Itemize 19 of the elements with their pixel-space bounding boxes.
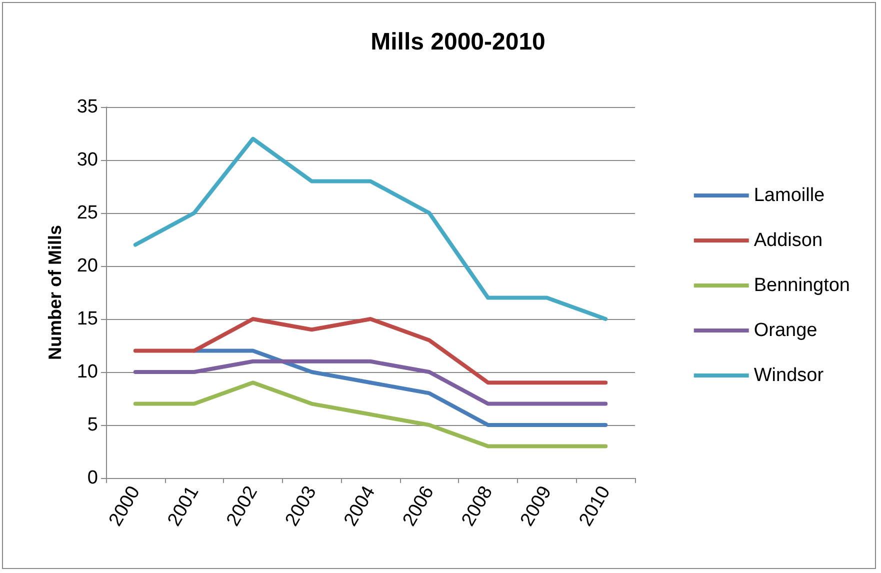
line-series	[192, 348, 608, 427]
line-series	[133, 317, 608, 385]
y-tick-label: 30	[76, 150, 98, 170]
y-tick-label: 15	[76, 308, 98, 330]
line-series	[133, 136, 608, 321]
y-tick-label: 5	[87, 414, 98, 436]
y-tick-label: 20	[76, 256, 98, 276]
legend-label: Windsor	[754, 365, 824, 386]
chart-title: Mills 2000-2010	[370, 28, 546, 56]
legend-label: Bennington	[754, 275, 850, 296]
y-tick-label: 0	[87, 468, 98, 488]
legend-label: Lamoille	[754, 185, 825, 206]
legend-label: Orange	[754, 320, 818, 341]
y-tick-label: 10	[76, 362, 98, 382]
legend-label: Addison	[754, 230, 823, 251]
y-tick-label: 25	[76, 202, 98, 224]
y-axis-title: Number of Mills	[45, 224, 65, 360]
y-tick-label: 35	[76, 96, 98, 118]
line-series	[133, 380, 608, 448]
